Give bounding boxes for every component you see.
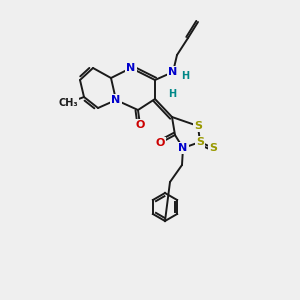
Text: H: H bbox=[168, 89, 176, 99]
Text: CH₃: CH₃ bbox=[58, 98, 78, 108]
Text: N: N bbox=[126, 63, 136, 73]
Text: S: S bbox=[209, 143, 217, 153]
Text: S: S bbox=[194, 121, 202, 131]
Text: N: N bbox=[168, 67, 178, 77]
Text: O: O bbox=[155, 138, 165, 148]
Text: O: O bbox=[135, 120, 145, 130]
Text: S: S bbox=[196, 137, 204, 147]
Text: N: N bbox=[111, 95, 121, 105]
Text: N: N bbox=[178, 143, 188, 153]
Text: H: H bbox=[181, 71, 189, 81]
